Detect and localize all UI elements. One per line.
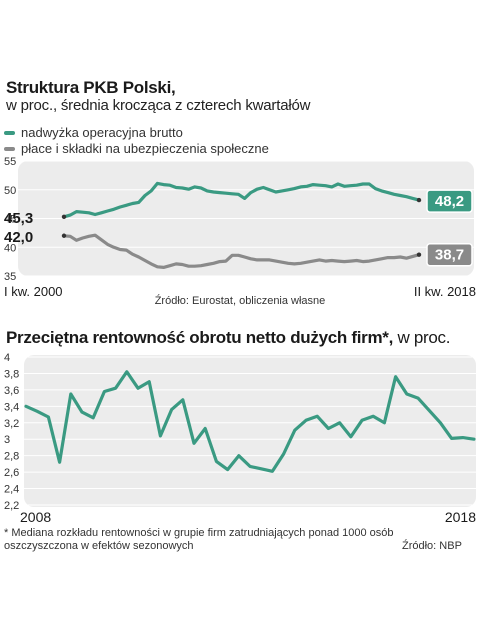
chart1-end-label: 38,7: [435, 247, 464, 264]
chart2-x-start-label: 2008: [20, 509, 51, 525]
chart1-title: Struktura PKB Polski,: [6, 78, 176, 97]
chart2-ytick-label: 2,6: [4, 467, 19, 479]
chart1-end-label: 48,2: [435, 193, 464, 210]
chart2-ytick-label: 3,8: [4, 368, 19, 380]
chart2-source: Źródło: NBP: [402, 540, 462, 552]
chart1-end-label-box-0: [426, 189, 473, 213]
chart2-series-line: [24, 370, 476, 473]
chart2-ytick-label: 3,4: [4, 401, 19, 413]
chart1-source: Źródło: Eurostat, obliczenia własne: [155, 294, 326, 307]
legend-item-wages: płace i składki na ubezpieczenia społecz…: [4, 141, 269, 156]
chart1-series-line-0: [62, 181, 421, 219]
chart2-ytick-label: 3,2: [4, 418, 19, 430]
chart1-x-start-label: I kw. 2000: [4, 284, 63, 299]
legend-label-wages: płace i składki na ubezpieczenia społecz…: [21, 141, 269, 156]
chart1-start-label: 45,3: [4, 210, 33, 227]
chart1-start-label: 42,0: [4, 229, 33, 246]
chart1-series-line-1: [62, 233, 421, 269]
chart2-title-bold: Przeciętna rentowność obrotu netto dużyc…: [6, 328, 394, 347]
chart1-subtitle: w proc., średnia krocząca z czterech kwa…: [6, 97, 311, 114]
chart2-ytick-label: 2,4: [4, 484, 19, 496]
chart1-start-marker-0: [61, 214, 67, 219]
chart2-plot-background: [24, 355, 476, 507]
chart1-ytick-label: 55: [4, 156, 16, 168]
chart1-ytick-label: 40: [4, 242, 16, 254]
chart1-end-marker-1: [416, 252, 422, 257]
chart1-end-label-box-1: [426, 242, 473, 267]
legend-swatch-wages: [4, 146, 15, 151]
chart1-x-end-label: II kw. 2018: [414, 284, 476, 299]
chart2-ytick-label: 4: [4, 352, 10, 364]
chart1-end-marker-0: [416, 197, 422, 203]
chart2-ytick-label: 2,2: [4, 500, 19, 512]
chart2-title-rest: w proc.: [393, 328, 451, 347]
chart2-ytick-label: 2,8: [4, 451, 19, 463]
chart1-ytick-label: 45: [4, 214, 16, 226]
chart1-start-marker-1: [61, 233, 67, 238]
legend-swatch-surplus: [4, 130, 15, 135]
chart2-ytick-label: 3: [4, 434, 10, 446]
chart2-ytick-label: 3,6: [4, 385, 19, 397]
legend-label-surplus: nadwyżka operacyjna brutto: [21, 125, 183, 140]
chart1-ytick-label: 35: [4, 271, 16, 283]
chart1-ytick-label: 50: [4, 185, 16, 197]
chart2-footnote: * Mediana rozkładu rentowności w grupie …: [4, 527, 394, 552]
chart2-title: Przeciętna rentowność obrotu netto dużyc…: [6, 328, 450, 348]
legend-item-surplus: nadwyżka operacyjna brutto: [4, 125, 183, 140]
chart2-x-end-label: 2018: [445, 509, 476, 525]
